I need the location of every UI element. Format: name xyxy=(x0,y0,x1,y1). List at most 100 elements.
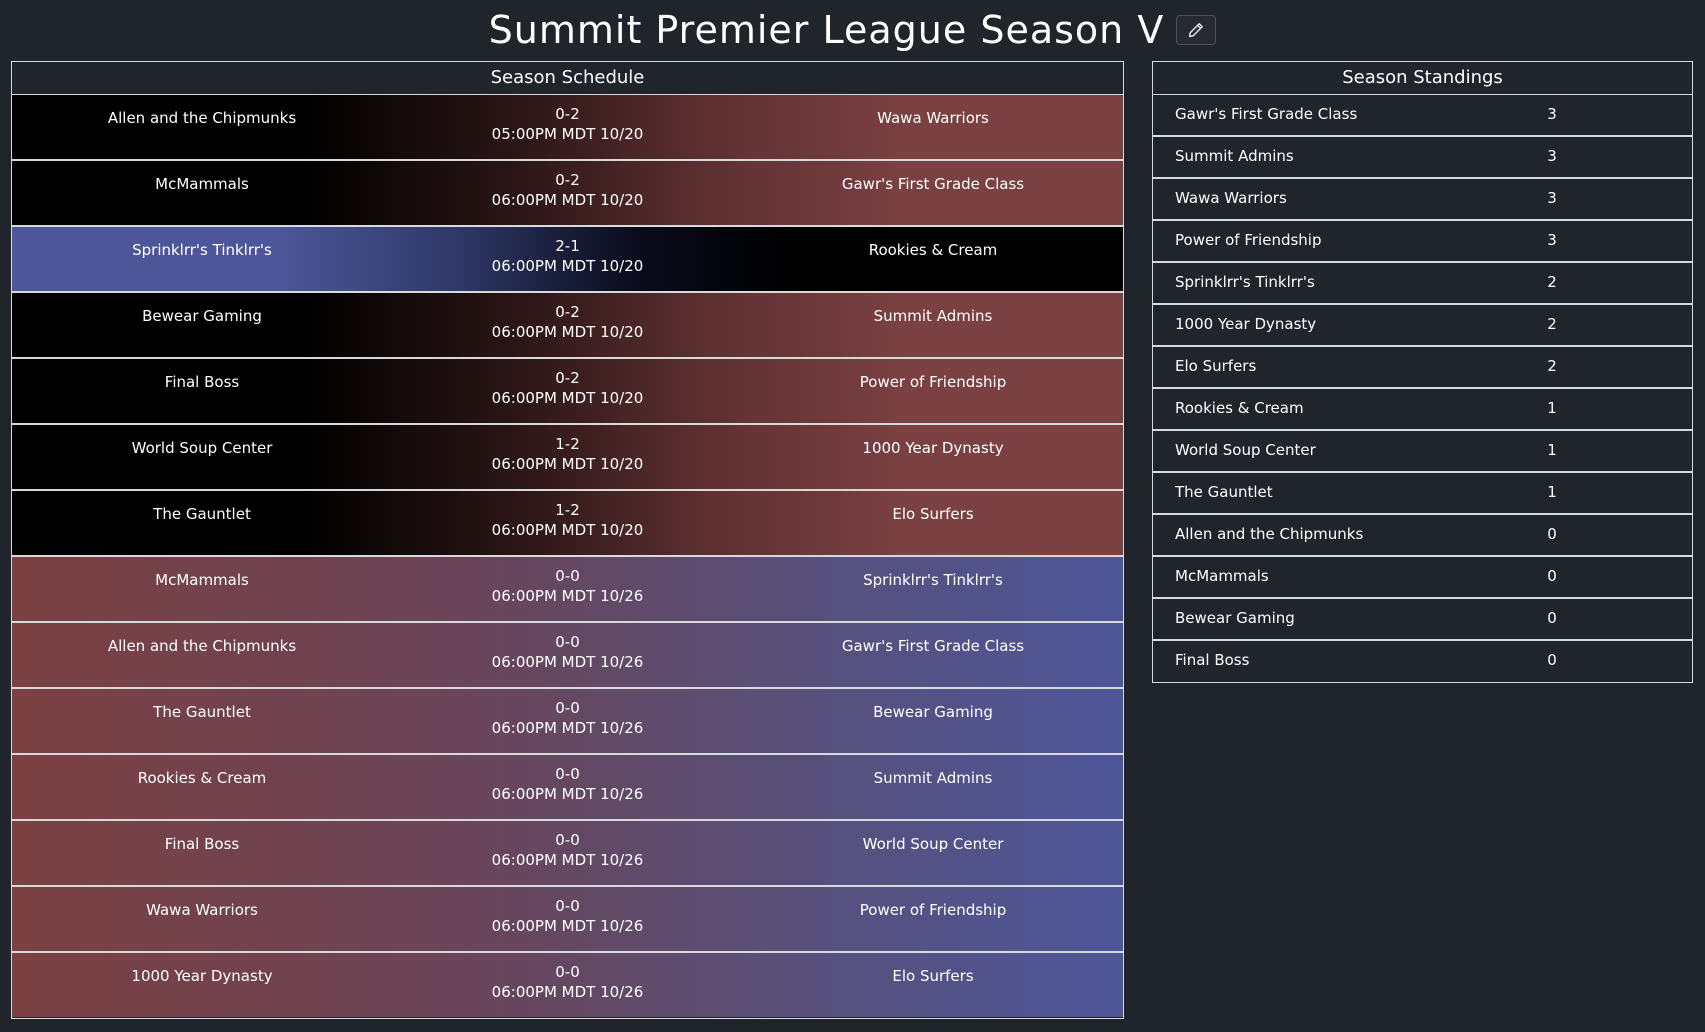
standings-team-name: Allen and the Chipmunks xyxy=(1175,525,1364,543)
match-time: 06:00PM MDT 10/20 xyxy=(491,389,644,407)
match-time: 06:00PM MDT 10/20 xyxy=(491,521,644,539)
away-team-name: Power of Friendship xyxy=(859,901,1007,919)
standings-team-name: McMammals xyxy=(1175,567,1269,585)
schedule-match-row: Wawa Warriors 0-0 06:00PM MDT 10/26 Power o… xyxy=(12,887,1123,953)
schedule-match-row: McMammals 0-2 06:00PM MDT 10/20 Gawr's Firs… xyxy=(12,161,1123,227)
standings-points: 3 xyxy=(1547,147,1557,165)
standings-row: The Gauntlet 1 xyxy=(1153,473,1692,515)
standings-row: 1000 Year Dynasty 2 xyxy=(1153,305,1692,347)
match-time: 06:00PM MDT 10/20 xyxy=(491,323,644,341)
standings-row: Rookies & Cream 1 xyxy=(1153,389,1692,431)
schedule-match-row: Allen and the Chipmunks 0-2 05:00PM MDT 10… xyxy=(12,95,1123,161)
match-time: 06:00PM MDT 10/20 xyxy=(491,455,644,473)
schedule-match-row: Final Boss 0-2 06:00PM MDT 10/20 Power of F… xyxy=(12,359,1123,425)
standings-team-name: Final Boss xyxy=(1175,651,1250,669)
schedule-match-row: Rookies & Cream 0-0 06:00PM MDT 10/26 Summi… xyxy=(12,755,1123,821)
edit-title-button[interactable] xyxy=(1176,15,1217,45)
home-team-name: McMammals xyxy=(155,571,249,589)
standings-row: Gawr's First Grade Class 3 xyxy=(1153,95,1692,137)
standings-points: 0 xyxy=(1547,651,1557,669)
standings-team-name: World Soup Center xyxy=(1175,441,1316,459)
match-time: 06:00PM MDT 10/26 xyxy=(491,653,644,671)
home-team-name: The Gauntlet xyxy=(153,703,251,721)
schedule-match-row: The Gauntlet 0-0 06:00PM MDT 10/26 Bewear G… xyxy=(12,689,1123,755)
standings-list: Gawr's First Grade Class 3 Summit Admins 3 W… xyxy=(1153,95,1692,681)
standings-points: 3 xyxy=(1547,231,1557,249)
page-title: Summit Premier League Season V xyxy=(488,8,1165,52)
away-team-name: 1000 Year Dynasty xyxy=(862,439,1004,457)
away-team-name: Elo Surfers xyxy=(892,967,974,985)
season-standings-panel: Season Standings Gawr's First Grade Clas… xyxy=(1152,61,1693,683)
match-time: 06:00PM MDT 10/26 xyxy=(491,587,644,605)
standings-team-name: Wawa Warriors xyxy=(1175,189,1287,207)
page-header: Summit Premier League Season V xyxy=(0,0,1705,60)
home-team-name: The Gauntlet xyxy=(153,505,251,523)
away-team-name: Gawr's First Grade Class xyxy=(841,637,1025,655)
match-time: 06:00PM MDT 10/26 xyxy=(491,719,644,737)
standings-row: Wawa Warriors 3 xyxy=(1153,179,1692,221)
standings-team-name: The Gauntlet xyxy=(1175,483,1273,501)
standings-points: 1 xyxy=(1547,399,1557,417)
match-time: 06:00PM MDT 10/20 xyxy=(491,257,644,275)
standings-title: Season Standings xyxy=(1153,62,1692,95)
away-team-name: Summit Admins xyxy=(873,307,993,325)
standings-team-name: Sprinklrr's Tinklrr's xyxy=(1175,273,1315,291)
home-team-name: Rookies & Cream xyxy=(137,769,267,787)
standings-team-name: Elo Surfers xyxy=(1175,357,1257,375)
standings-points: 3 xyxy=(1547,189,1557,207)
standings-points: 2 xyxy=(1547,315,1557,333)
match-time: 06:00PM MDT 10/26 xyxy=(491,851,644,869)
standings-row: Sprinklrr's Tinklrr's 2 xyxy=(1153,263,1692,305)
schedule-match-row: Sprinklrr's Tinklrr's 2-1 06:00PM MDT 10/2… xyxy=(12,227,1123,293)
standings-points: 1 xyxy=(1547,483,1557,501)
away-team-name: Gawr's First Grade Class xyxy=(841,175,1025,193)
schedule-match-row: Bewear Gaming 0-2 06:00PM MDT 10/20 Summit … xyxy=(12,293,1123,359)
away-team-name: Sprinklrr's Tinklrr's xyxy=(863,571,1003,589)
standings-points: 2 xyxy=(1547,273,1557,291)
schedule-match-row: 1000 Year Dynasty 0-0 06:00PM MDT 10/26 Elo… xyxy=(12,953,1123,1017)
away-team-name: Rookies & Cream xyxy=(868,241,998,259)
standings-row: Elo Surfers 2 xyxy=(1153,347,1692,389)
schedule-match-row: Allen and the Chipmunks 0-0 06:00PM MDT 10… xyxy=(12,623,1123,689)
schedule-match-row: Final Boss 0-0 06:00PM MDT 10/26 World Soup… xyxy=(12,821,1123,887)
away-team-name: World Soup Center xyxy=(862,835,1004,853)
home-team-name: Final Boss xyxy=(164,373,240,391)
match-time: 06:00PM MDT 10/20 xyxy=(491,191,644,209)
standings-points: 0 xyxy=(1547,609,1557,627)
standings-points: 0 xyxy=(1547,567,1557,585)
standings-row: Summit Admins 3 xyxy=(1153,137,1692,179)
schedule-match-row: The Gauntlet 1-2 06:00PM MDT 10/20 Elo Surf… xyxy=(12,491,1123,557)
season-schedule-panel: Season Schedule Allen and the Chipmunks 0… xyxy=(11,61,1124,1019)
standings-team-name: Gawr's First Grade Class xyxy=(1175,105,1358,123)
standings-points: 3 xyxy=(1547,105,1557,123)
standings-team-name: Power of Friendship xyxy=(1175,231,1322,249)
schedule-match-row: McMammals 0-0 06:00PM MDT 10/26 Sprinklrr's… xyxy=(12,557,1123,623)
standings-points: 1 xyxy=(1547,441,1557,459)
standings-row: World Soup Center 1 xyxy=(1153,431,1692,473)
home-team-name: Allen and the Chipmunks xyxy=(107,109,297,127)
match-time: 06:00PM MDT 10/26 xyxy=(491,785,644,803)
schedule-match-row: World Soup Center 1-2 06:00PM MDT 10/20 100… xyxy=(12,425,1123,491)
away-team-name: Elo Surfers xyxy=(892,505,974,523)
schedule-title: Season Schedule xyxy=(12,62,1123,95)
standings-row: Bewear Gaming 0 xyxy=(1153,599,1692,641)
match-time: 05:00PM MDT 10/20 xyxy=(491,125,644,143)
home-team-name: Sprinklrr's Tinklrr's xyxy=(132,241,272,259)
pencil-icon xyxy=(1189,23,1204,38)
home-team-name: Bewear Gaming xyxy=(142,307,262,325)
standings-team-name: 1000 Year Dynasty xyxy=(1175,315,1317,333)
away-team-name: Bewear Gaming xyxy=(873,703,993,721)
standings-points: 0 xyxy=(1547,525,1557,543)
standings-team-name: Rookies & Cream xyxy=(1175,399,1304,417)
away-team-name: Summit Admins xyxy=(873,769,993,787)
away-team-name: Wawa Warriors xyxy=(877,109,989,127)
home-team-name: World Soup Center xyxy=(131,439,273,457)
standings-row: Power of Friendship 3 xyxy=(1153,221,1692,263)
match-time: 06:00PM MDT 10/26 xyxy=(491,917,644,935)
home-team-name: McMammals xyxy=(155,175,249,193)
match-time: 06:00PM MDT 10/26 xyxy=(491,983,644,1001)
home-team-name: Wawa Warriors xyxy=(146,901,258,919)
standings-row: McMammals 0 xyxy=(1153,557,1692,599)
standings-team-name: Summit Admins xyxy=(1175,147,1294,165)
schedule-list: Allen and the Chipmunks 0-2 05:00PM MDT 10… xyxy=(12,95,1123,1017)
